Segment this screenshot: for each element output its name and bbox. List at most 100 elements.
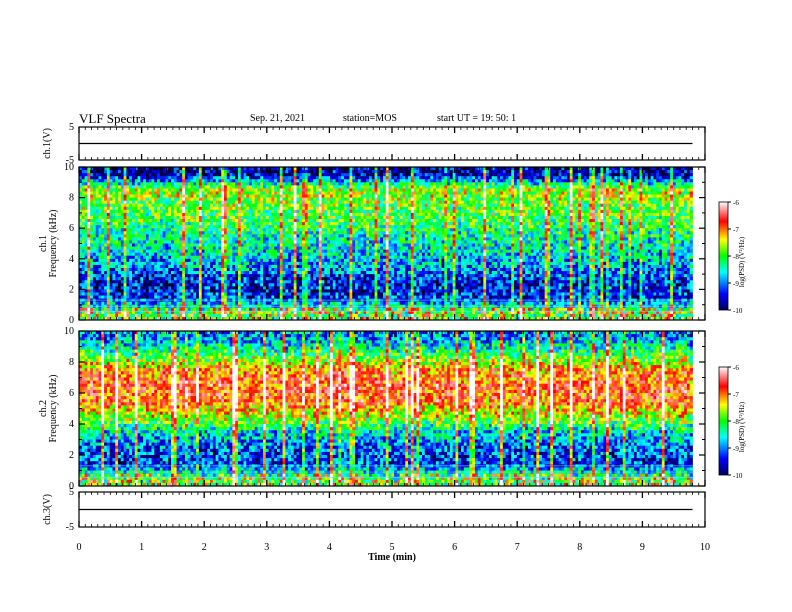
spectrogram-cell — [313, 203, 317, 208]
spectrogram-cell — [101, 255, 105, 260]
spectrogram-cell — [176, 188, 180, 192]
spectrogram-cell — [112, 313, 116, 318]
spectrogram-cell — [98, 249, 102, 254]
spectrogram-cell — [165, 252, 169, 257]
spectrogram-cell — [145, 228, 150, 232]
spectrogram-cell — [109, 206, 113, 211]
spectrogram-cell — [179, 307, 183, 312]
spectrogram-cell — [101, 277, 105, 281]
spectrogram-cell — [112, 267, 116, 272]
spectrogram-cell — [338, 292, 342, 296]
spectrogram-cell — [134, 286, 138, 290]
spectrogram-cell — [224, 283, 228, 287]
spectrogram-cell — [302, 170, 306, 174]
spectrogram-cell — [268, 185, 272, 189]
spectrogram-cell — [304, 191, 309, 195]
spectrogram-cell — [218, 185, 222, 189]
spectrogram-cell — [265, 219, 270, 223]
spectrogram-cell — [81, 188, 85, 192]
spectrogram-cell — [343, 261, 348, 266]
spectrogram-cell — [268, 258, 272, 263]
spectrogram-cell — [101, 197, 105, 202]
spectrogram-cell — [349, 173, 353, 177]
spectrogram-cell — [352, 246, 356, 251]
spectrogram-cell — [182, 222, 186, 226]
spectrogram-cell — [257, 228, 261, 232]
spectrogram-cell — [341, 167, 345, 171]
spectrogram-cell — [190, 200, 194, 205]
spectrogram-cell — [92, 267, 97, 272]
spectrogram-cell — [338, 316, 342, 321]
spectrogram-cell — [162, 194, 166, 198]
spectrogram-cell — [313, 283, 317, 287]
spectrogram-cell — [151, 209, 155, 214]
spectrogram-cell — [176, 277, 180, 281]
spectrogram-cell — [81, 185, 85, 189]
spectrogram-cell — [212, 310, 217, 315]
spectrogram-cell — [316, 258, 320, 263]
spectrogram-cell — [104, 246, 108, 251]
spectrogram-cell — [218, 286, 222, 290]
spectrogram-cell — [168, 301, 172, 306]
spectrogram-cell — [126, 237, 130, 241]
spectrogram-cell — [316, 185, 320, 189]
spectrogram-cell — [184, 289, 189, 293]
spectrogram-cell — [221, 249, 225, 254]
spectrogram-cell — [257, 219, 261, 223]
spectrogram-cell — [271, 237, 275, 241]
spectrogram-cell — [126, 206, 130, 211]
spectrogram-cell — [129, 271, 133, 275]
spectrogram-cell — [260, 191, 264, 195]
spectrogram-cell — [346, 277, 350, 281]
spectrogram-cell — [263, 264, 267, 269]
spectrogram-cell — [154, 228, 158, 232]
spectrogram-cell — [104, 271, 108, 275]
spectrogram-cell — [120, 188, 125, 192]
spectrogram-cell — [182, 234, 186, 238]
spectrogram-cell — [343, 258, 348, 263]
spectrogram-cell — [112, 167, 116, 171]
spectrogram-cell — [232, 231, 236, 235]
spectrogram-cell — [143, 185, 147, 189]
spectrogram-cell — [182, 252, 186, 257]
spectrogram-cell — [235, 200, 239, 205]
spectrogram-cell — [282, 252, 286, 257]
spectrogram-cell — [90, 194, 94, 198]
spectrogram-cell — [193, 200, 197, 205]
spectrogram-cell — [257, 249, 261, 254]
spectrogram-cell — [235, 206, 239, 211]
spectrogram-cell — [182, 255, 186, 260]
spectrogram-cell — [246, 283, 250, 287]
spectrogram-cell — [254, 222, 258, 226]
spectrogram-cell — [232, 307, 236, 312]
spectrogram-cell — [92, 295, 97, 299]
spectrogram-cell — [131, 295, 136, 299]
spectrogram-cell — [115, 222, 119, 226]
spectrogram-cell — [168, 307, 172, 312]
spectrogram-cell — [168, 240, 172, 244]
spectrogram-cell — [318, 203, 322, 208]
spectrogram-cell — [212, 170, 217, 174]
spectrogram-cell — [282, 215, 286, 220]
spectrogram-cell — [274, 212, 278, 217]
spectrogram-cell — [145, 249, 150, 254]
spectrogram-cell — [237, 191, 242, 195]
spectrogram-cell — [143, 264, 147, 269]
spectrogram-cell — [296, 243, 300, 247]
spectrogram-cell — [104, 286, 108, 290]
spectrogram-cell — [87, 307, 91, 312]
spectrogram-cell — [276, 170, 281, 174]
spectrogram-cell — [215, 240, 219, 244]
spectrogram-cell — [254, 313, 258, 318]
spectrogram-cell — [143, 167, 147, 171]
spectrogram-cell — [313, 277, 317, 281]
spectrogram-cell — [307, 274, 311, 278]
spectrogram-cell — [143, 203, 147, 208]
spectrogram-cell — [226, 271, 230, 275]
spectrogram-cell — [265, 307, 270, 312]
spectrogram-cell — [204, 185, 208, 189]
spectrogram-cell — [179, 188, 183, 192]
spectrogram-cell — [240, 228, 244, 232]
spectrogram-cell — [171, 301, 175, 306]
spectrogram-cell — [171, 231, 175, 235]
